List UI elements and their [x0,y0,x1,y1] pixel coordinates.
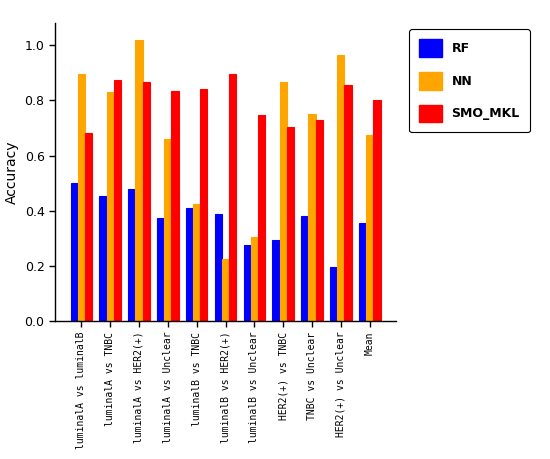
Bar [373,101,381,321]
Bar [279,82,287,321]
Bar [222,259,229,321]
Bar [107,92,114,321]
Bar [244,245,251,321]
Bar [229,74,236,321]
Legend: RF, NN, SMO_MKL: RF, NN, SMO_MKL [409,29,530,132]
Bar [366,135,373,321]
Bar [78,74,85,321]
Bar [301,216,309,321]
Bar [359,223,366,321]
Bar [344,85,351,321]
Bar [186,208,193,321]
Bar [316,120,323,321]
Bar [142,82,150,321]
Bar [100,196,107,321]
Y-axis label: Accuracy: Accuracy [5,140,19,204]
Bar [258,116,265,321]
Bar [114,79,121,321]
Bar [287,127,294,321]
Bar [172,90,179,321]
Bar [200,89,207,321]
Bar [135,39,142,321]
Bar [85,134,92,321]
Bar [337,55,344,321]
Bar [251,237,258,321]
Bar [309,114,316,321]
Bar [164,139,172,321]
Bar [214,213,222,321]
Bar [272,240,279,321]
Bar [128,189,135,321]
Bar [193,204,200,321]
Bar [330,268,337,321]
Bar [157,218,164,321]
Bar [70,183,78,321]
